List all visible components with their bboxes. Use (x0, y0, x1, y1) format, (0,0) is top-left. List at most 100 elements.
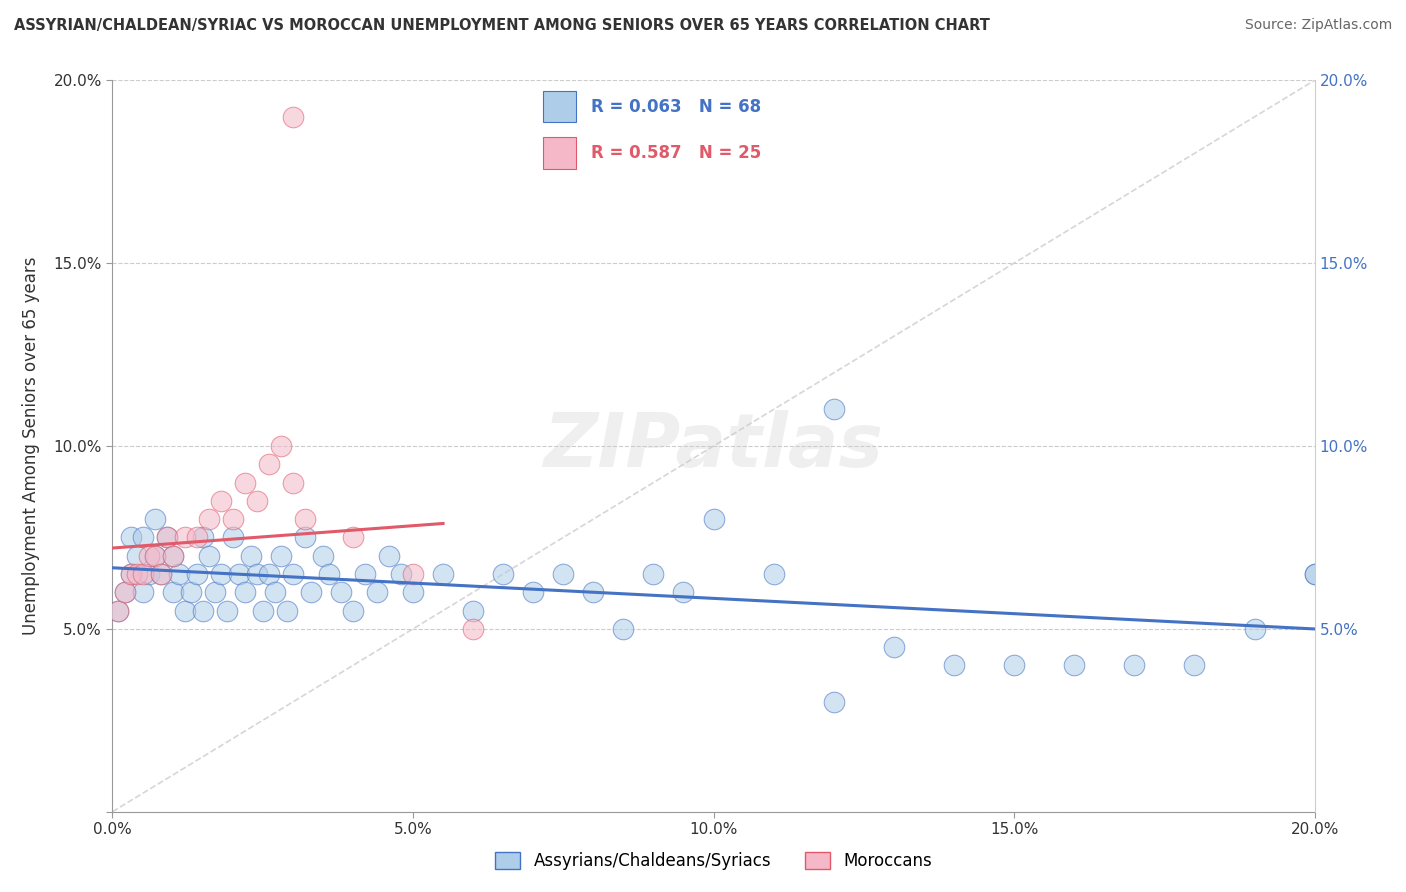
Assyrians/Chaldeans/Syriacs (823, 402, 845, 417)
Assyrians/Chaldeans/Syriacs (270, 549, 292, 563)
Moroccans (149, 567, 172, 582)
Assyrians/Chaldeans/Syriacs (215, 603, 238, 617)
Assyrians/Chaldeans/Syriacs (582, 585, 605, 599)
Assyrians/Chaldeans/Syriacs (191, 530, 214, 544)
Moroccans (107, 603, 129, 617)
Moroccans (281, 110, 304, 124)
Moroccans (281, 475, 304, 490)
Assyrians/Chaldeans/Syriacs (389, 567, 412, 582)
Moroccans (173, 530, 195, 544)
Moroccans (186, 530, 208, 544)
Moroccans (138, 549, 160, 563)
Assyrians/Chaldeans/Syriacs (167, 567, 190, 582)
Assyrians/Chaldeans/Syriacs (1303, 567, 1326, 582)
Assyrians/Chaldeans/Syriacs (354, 567, 377, 582)
Assyrians/Chaldeans/Syriacs (233, 585, 256, 599)
Assyrians/Chaldeans/Syriacs (762, 567, 785, 582)
Moroccans (209, 493, 232, 508)
Assyrians/Chaldeans/Syriacs (492, 567, 515, 582)
Assyrians/Chaldeans/Syriacs (329, 585, 352, 599)
Assyrians/Chaldeans/Syriacs (107, 603, 129, 617)
Assyrians/Chaldeans/Syriacs (252, 603, 274, 617)
Y-axis label: Unemployment Among Seniors over 65 years: Unemployment Among Seniors over 65 years (22, 257, 39, 635)
Assyrians/Chaldeans/Syriacs (222, 530, 245, 544)
Assyrians/Chaldeans/Syriacs (553, 567, 575, 582)
Assyrians/Chaldeans/Syriacs (138, 567, 160, 582)
Assyrians/Chaldeans/Syriacs (228, 567, 250, 582)
Assyrians/Chaldeans/Syriacs (143, 549, 166, 563)
Assyrians/Chaldeans/Syriacs (131, 585, 153, 599)
Assyrians/Chaldeans/Syriacs (186, 567, 208, 582)
Assyrians/Chaldeans/Syriacs (461, 603, 484, 617)
Assyrians/Chaldeans/Syriacs (149, 567, 172, 582)
Assyrians/Chaldeans/Syriacs (942, 658, 965, 673)
Moroccans (162, 549, 184, 563)
Assyrians/Chaldeans/Syriacs (173, 603, 195, 617)
Assyrians/Chaldeans/Syriacs (125, 549, 148, 563)
Assyrians/Chaldeans/Syriacs (366, 585, 388, 599)
Moroccans (257, 458, 280, 472)
Assyrians/Chaldeans/Syriacs (1303, 567, 1326, 582)
Assyrians/Chaldeans/Syriacs (299, 585, 322, 599)
Legend: Assyrians/Chaldeans/Syriacs, Moroccans: Assyrians/Chaldeans/Syriacs, Moroccans (489, 845, 938, 877)
Assyrians/Chaldeans/Syriacs (191, 603, 214, 617)
Assyrians/Chaldeans/Syriacs (120, 567, 142, 582)
Bar (543, 137, 576, 169)
Moroccans (461, 622, 484, 636)
Assyrians/Chaldeans/Syriacs (120, 530, 142, 544)
Assyrians/Chaldeans/Syriacs (1063, 658, 1085, 673)
Assyrians/Chaldeans/Syriacs (643, 567, 665, 582)
Assyrians/Chaldeans/Syriacs (432, 567, 454, 582)
Moroccans (233, 475, 256, 490)
Text: ZIPatlas: ZIPatlas (544, 409, 883, 483)
Moroccans (114, 585, 136, 599)
Moroccans (222, 512, 245, 526)
Assyrians/Chaldeans/Syriacs (204, 585, 226, 599)
Assyrians/Chaldeans/Syriacs (702, 512, 725, 526)
Assyrians/Chaldeans/Syriacs (263, 585, 285, 599)
Assyrians/Chaldeans/Syriacs (131, 530, 153, 544)
Moroccans (155, 530, 177, 544)
Assyrians/Chaldeans/Syriacs (180, 585, 202, 599)
Moroccans (143, 549, 166, 563)
Assyrians/Chaldeans/Syriacs (1243, 622, 1265, 636)
Assyrians/Chaldeans/Syriacs (672, 585, 695, 599)
Assyrians/Chaldeans/Syriacs (1123, 658, 1146, 673)
Assyrians/Chaldeans/Syriacs (1184, 658, 1206, 673)
Moroccans (270, 439, 292, 453)
Assyrians/Chaldeans/Syriacs (281, 567, 304, 582)
Assyrians/Chaldeans/Syriacs (162, 549, 184, 563)
Moroccans (294, 512, 316, 526)
Moroccans (342, 530, 364, 544)
Assyrians/Chaldeans/Syriacs (522, 585, 544, 599)
Assyrians/Chaldeans/Syriacs (276, 603, 298, 617)
Bar (543, 91, 576, 122)
Assyrians/Chaldeans/Syriacs (239, 549, 262, 563)
Assyrians/Chaldeans/Syriacs (294, 530, 316, 544)
Assyrians/Chaldeans/Syriacs (1002, 658, 1025, 673)
Assyrians/Chaldeans/Syriacs (197, 549, 219, 563)
Assyrians/Chaldeans/Syriacs (143, 512, 166, 526)
Assyrians/Chaldeans/Syriacs (342, 603, 364, 617)
Text: R = 0.063   N = 68: R = 0.063 N = 68 (591, 98, 761, 116)
Text: Source: ZipAtlas.com: Source: ZipAtlas.com (1244, 18, 1392, 32)
Moroccans (246, 493, 269, 508)
Assyrians/Chaldeans/Syriacs (162, 585, 184, 599)
Assyrians/Chaldeans/Syriacs (612, 622, 634, 636)
Moroccans (131, 567, 153, 582)
Text: ASSYRIAN/CHALDEAN/SYRIAC VS MOROCCAN UNEMPLOYMENT AMONG SENIORS OVER 65 YEARS CO: ASSYRIAN/CHALDEAN/SYRIAC VS MOROCCAN UNE… (14, 18, 990, 33)
Assyrians/Chaldeans/Syriacs (155, 530, 177, 544)
Assyrians/Chaldeans/Syriacs (114, 585, 136, 599)
Assyrians/Chaldeans/Syriacs (318, 567, 340, 582)
Moroccans (197, 512, 219, 526)
Assyrians/Chaldeans/Syriacs (209, 567, 232, 582)
Assyrians/Chaldeans/Syriacs (246, 567, 269, 582)
Assyrians/Chaldeans/Syriacs (257, 567, 280, 582)
Assyrians/Chaldeans/Syriacs (883, 640, 905, 655)
Moroccans (120, 567, 142, 582)
Text: R = 0.587   N = 25: R = 0.587 N = 25 (591, 144, 761, 161)
Assyrians/Chaldeans/Syriacs (378, 549, 401, 563)
Moroccans (402, 567, 425, 582)
Assyrians/Chaldeans/Syriacs (823, 695, 845, 709)
Moroccans (125, 567, 148, 582)
